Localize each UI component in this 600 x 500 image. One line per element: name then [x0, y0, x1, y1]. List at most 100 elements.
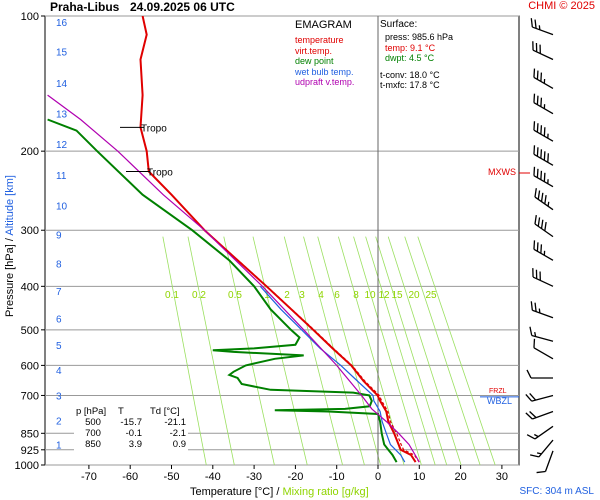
- tropopause-label: Tropo: [141, 123, 167, 134]
- wind-barb-flag: [529, 392, 537, 401]
- wind-barb-flag: [537, 190, 541, 200]
- wind-barb-flag: [532, 268, 534, 278]
- mixing-ratio-line: [387, 236, 462, 465]
- wind-barb-half-flag: [547, 179, 549, 184]
- altitude-tick-label: 3: [56, 391, 62, 402]
- wind-barb: [526, 425, 554, 440]
- wind-barb-half-flag: [534, 433, 539, 438]
- mixing-ratio-line: [283, 236, 343, 465]
- pressure-tick-label: 400: [21, 281, 39, 293]
- frzl-label: FRZL: [489, 388, 507, 395]
- altitude-tick-label: 2: [56, 416, 62, 427]
- mixing-ratio-line: [252, 236, 308, 465]
- mixing-ratio-label: 0.1: [165, 290, 179, 301]
- mixing-ratio-label: 20: [408, 290, 420, 301]
- wind-barb-flag: [529, 411, 537, 419]
- temp-tick-label: 30: [496, 471, 508, 483]
- y-axis-separator: /: [4, 235, 16, 245]
- wind-barb: [533, 93, 554, 115]
- pressure-tick-label: 600: [21, 360, 39, 372]
- mxws-label: MXWS: [488, 167, 516, 177]
- mixing-ratio-label: 25: [425, 290, 437, 301]
- series-line-udpraft-v-temp-: [47, 94, 420, 463]
- series-line-wet-bulb-temp-: [259, 285, 406, 463]
- wind-barb-flag: [534, 188, 537, 198]
- surface-temp: temp: 9.1 °C: [385, 42, 436, 53]
- table-cell: -21.1: [164, 417, 186, 428]
- wind-barb-staff: [544, 450, 554, 472]
- mixing-ratio-label: 3: [299, 290, 305, 301]
- wind-barb-flag: [533, 93, 536, 103]
- wind-barb-flag: [536, 470, 546, 474]
- wbzl-label: WBZL: [487, 396, 513, 406]
- wind-barb: [530, 439, 554, 458]
- wind-barb: [526, 369, 553, 379]
- surface-box: Surface: press: 985.6 hPa temp: 9.1 °C d…: [380, 18, 468, 91]
- wind-barb-flag: [540, 170, 543, 180]
- wind-barb-flag: [540, 72, 543, 82]
- legend-item-wet-bulb: wet bulb temp.: [295, 66, 354, 77]
- pressure-tick-label: 850: [21, 428, 39, 440]
- wind-barb: [525, 410, 554, 420]
- mixing-ratio-label: 0.5: [228, 290, 242, 301]
- mixing-ratio-label: 0.2: [192, 290, 206, 301]
- temp-tick-label: -60: [122, 471, 138, 483]
- mixing-ratio-line: [223, 236, 275, 465]
- pressure-tick-label: 925: [21, 445, 39, 457]
- wind-barb: [532, 268, 554, 287]
- wind-barb-flag: [525, 394, 533, 402]
- wind-barbs: [525, 18, 554, 474]
- wind-barb-flag: [540, 244, 543, 254]
- mixing-ratio-label: 2: [284, 290, 290, 301]
- table-cell: -0.1: [125, 428, 142, 439]
- wind-barb-flag: [540, 219, 544, 229]
- wind-barb-flag: [540, 125, 543, 135]
- wind-barb-flag: [533, 166, 536, 176]
- wind-barb: [532, 41, 554, 61]
- wind-barb-flag: [533, 338, 536, 348]
- wind-barb-flag: [547, 153, 549, 163]
- surface-dewpoint: dwpt: 4.5 °C: [385, 53, 435, 64]
- mixing-ratio-label: 1: [264, 290, 270, 301]
- wind-barb-flag: [534, 215, 537, 225]
- wind-barb-flag: [533, 145, 536, 155]
- altitude-tick-label: 10: [56, 201, 68, 212]
- altitude-tick-label: 9: [56, 231, 62, 242]
- surface-pressure: press: 985.6 hPa: [385, 32, 454, 42]
- wind-barb-half-flag: [538, 25, 541, 30]
- table-cell: 3.9: [128, 439, 142, 450]
- pressure-grid: [45, 15, 519, 466]
- mixing-ratio-label: 4: [318, 290, 324, 301]
- pressure-tick-label: 200: [21, 146, 39, 158]
- wind-barb-flag: [535, 269, 538, 279]
- wind-barb-flag: [536, 147, 539, 157]
- wind-barb-flag: [530, 18, 533, 28]
- wind-barb: [533, 121, 554, 142]
- wind-barb-flag: [543, 151, 546, 161]
- table-cell: 850: [85, 439, 101, 450]
- wind-barb-flag: [539, 271, 541, 281]
- table-cell: -15.7: [120, 417, 142, 428]
- wind-barb-flag: [536, 70, 539, 80]
- mixing-ratio-label: 6: [334, 290, 340, 301]
- wind-barb-flag: [536, 123, 539, 133]
- wind-barb-flag: [532, 41, 534, 51]
- x-axis-temp-label: Temperature [°C]: [190, 486, 274, 498]
- wind-barb-half-flag: [543, 78, 546, 84]
- wind-barb: [533, 68, 554, 90]
- wind-barb-flag: [540, 149, 543, 159]
- surface-title: Surface:: [380, 19, 418, 30]
- wind-barb-flag: [525, 412, 533, 420]
- wind-barb-flag: [540, 97, 543, 107]
- altitude-tick-label: 1: [56, 440, 62, 451]
- mixing-ratio-label: 12: [378, 290, 390, 301]
- y-axis-pressure-label: Pressure [hPa]: [4, 244, 16, 317]
- wind-barb-flag: [533, 121, 536, 131]
- temp-tick-label: -50: [164, 471, 180, 483]
- axes: 1002003004005006007008509251000123456789…: [15, 11, 530, 483]
- wind-barb-half-flag: [534, 332, 537, 337]
- temp-tick-label: -30: [246, 471, 262, 483]
- wind-barb-flag: [535, 42, 538, 52]
- y-axis-altitude-label: Altitude [km]: [4, 175, 16, 236]
- tropopause-label: Tropo: [147, 168, 173, 179]
